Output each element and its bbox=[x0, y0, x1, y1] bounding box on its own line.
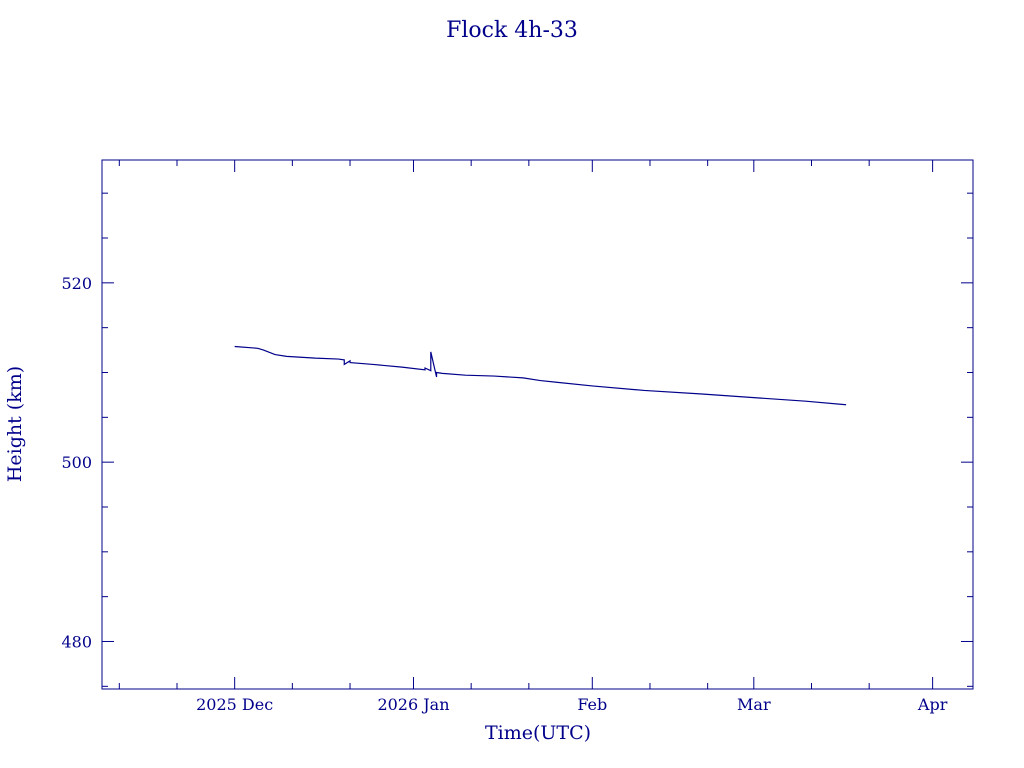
x-tick-label: 2025 Dec bbox=[196, 695, 273, 714]
axis-ticks bbox=[102, 160, 973, 689]
x-axis-label: Time(UTC) bbox=[485, 722, 591, 744]
x-tick-label: Apr bbox=[917, 695, 948, 714]
chart-title: Flock 4h-33 bbox=[446, 18, 578, 43]
x-tick-labels: 2025 Dec 2026 Jan Feb Mar Apr bbox=[196, 695, 948, 714]
y-tick-label: 500 bbox=[61, 453, 92, 472]
x-tick-label: Mar bbox=[737, 695, 771, 714]
x-tick-label: 2026 Jan bbox=[377, 695, 449, 714]
x-tick-label: Feb bbox=[577, 695, 607, 714]
plot-frame bbox=[101, 159, 974, 690]
series-line bbox=[234, 345, 847, 406]
y-tick-label: 480 bbox=[61, 632, 92, 651]
y-tick-labels: 480 500 520 bbox=[61, 274, 92, 652]
y-tick-label: 520 bbox=[61, 274, 92, 293]
y-axis-label: Height (km) bbox=[4, 366, 26, 482]
